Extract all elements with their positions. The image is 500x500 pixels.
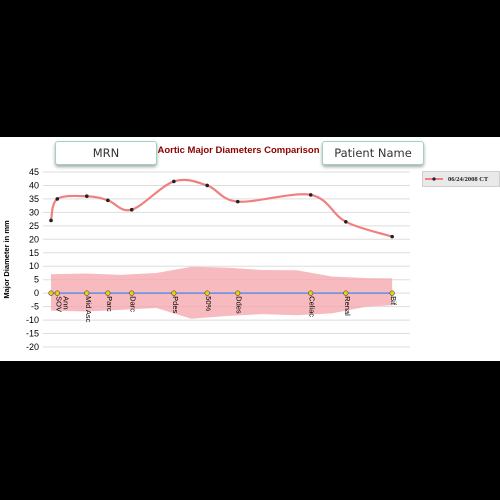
y-tick-label: 45 [29, 167, 39, 177]
x-tick-label: Bif [389, 296, 398, 306]
data-point [390, 234, 394, 239]
y-tick-label: 35 [29, 194, 39, 204]
legend-swatch [425, 177, 443, 181]
legend-entry: 06/24/2008 CT [448, 175, 489, 183]
x-tick-label: 50% [204, 296, 213, 311]
baseline-marker [84, 290, 90, 296]
mrn-field[interactable]: MRN [55, 141, 157, 165]
data-point [235, 199, 240, 204]
data-point [106, 198, 110, 203]
mrn-label: MRN [92, 146, 120, 160]
x-tick-label: Mid Asc [84, 296, 93, 323]
legend: 06/24/2008 CT [422, 171, 500, 187]
y-tick-label: -10 [26, 315, 39, 325]
y-tick-label: 20 [29, 234, 39, 244]
x-tick-label: Ann [61, 296, 70, 309]
y-tick-label: 5 [34, 275, 39, 285]
baseline-marker [343, 290, 349, 296]
baseline-marker [308, 290, 314, 296]
baseline-marker [235, 290, 241, 296]
y-tick-label: 15 [29, 248, 39, 258]
y-tick-label: 10 [29, 261, 39, 271]
chart-area: -20 -15 -10 -5 0 5 10 15 20 25 30 35 40 45 Major Diame… [2, 167, 410, 352]
baseline-marker [54, 290, 60, 296]
data-point [55, 197, 60, 201]
baseline-marker [389, 290, 395, 296]
baseline-marker [105, 290, 111, 296]
y-tick-label: 0 [34, 288, 39, 298]
data-point [172, 179, 176, 184]
y-tick-label: 40 [29, 180, 39, 190]
x-tick-label: Ddes [235, 296, 244, 314]
data-point [85, 194, 89, 199]
x-tick-label: Parc [105, 296, 114, 312]
data-point [49, 218, 53, 223]
baseline-marker [171, 290, 177, 296]
data-point [308, 193, 313, 197]
baseline-marker [129, 290, 135, 296]
x-tick-label: Celiac [308, 296, 317, 317]
x-tick-label: SOV [54, 296, 63, 312]
x-tick-label: Renal [343, 296, 352, 316]
baseline-marker [48, 290, 54, 296]
series-line [49, 178, 393, 238]
y-tick-label: 30 [29, 207, 39, 217]
y-tick-label: 25 [29, 221, 39, 231]
y-tick-label: -15 [26, 329, 39, 339]
data-point [344, 220, 348, 224]
x-tick-label: Darc [129, 296, 138, 312]
data-point [205, 183, 209, 188]
x-tick-label: Pdes [171, 296, 180, 313]
y-tick-label: -5 [31, 302, 39, 312]
baseline-marker [204, 290, 210, 296]
data-point [129, 207, 134, 212]
y-tick-label: -20 [26, 342, 39, 352]
patient-name-label: Patient Name [334, 146, 412, 160]
y-axis-label: Major Diameter in mm [2, 220, 11, 299]
chart-panel: MRN Aortic Major Diameters Comparison Pa… [0, 137, 500, 361]
chart-title: Aortic Major Diameters Comparison [157, 145, 320, 156]
patient-name-field[interactable]: Patient Name [322, 141, 424, 165]
